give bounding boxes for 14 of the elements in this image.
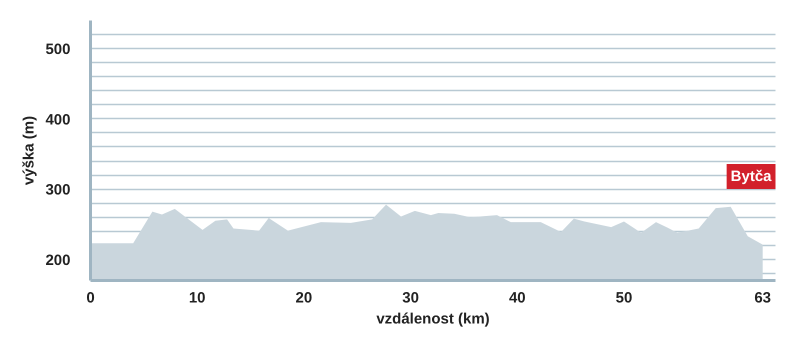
x-tick-label: 63 xyxy=(754,290,772,306)
y-tick-label: 400 xyxy=(45,111,71,128)
x-tick-label: 50 xyxy=(616,290,632,306)
x-tick-label: 10 xyxy=(188,290,206,306)
y-axis-title: výška (m) xyxy=(20,116,38,186)
x-tick-label: 30 xyxy=(402,290,419,306)
x-tick-label: 0 xyxy=(86,290,95,306)
y-tick-label: 200 xyxy=(45,252,71,269)
y-tick-label: 300 xyxy=(45,182,71,199)
x-axis-title: vzdálenost (km) xyxy=(376,310,490,328)
x-tick-label: 40 xyxy=(508,290,526,306)
annotation: Bytča xyxy=(730,168,772,185)
y-tick-label: 500 xyxy=(45,41,71,58)
x-tick-label: 20 xyxy=(296,290,312,306)
